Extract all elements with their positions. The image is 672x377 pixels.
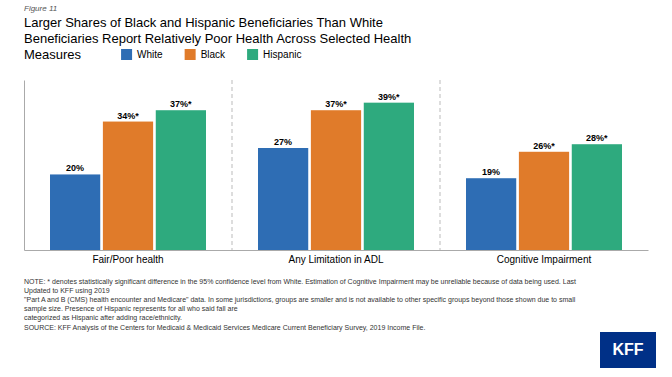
x-axis: Fair/Poor health Any Limitation in ADL Cog…: [25, 251, 649, 266]
x-tick-label: Any Limitation in ADL: [288, 254, 383, 265]
data-label: 39%*: [378, 92, 400, 102]
note: NOTE: * denotes statistically significan…: [24, 278, 576, 295]
x-tick-label: Fair/Poor health: [92, 254, 163, 265]
data-label: 27%: [274, 137, 292, 147]
legend-label: Black: [201, 49, 226, 60]
data-label: 26%*: [533, 141, 555, 151]
bars: [50, 103, 622, 250]
legend-swatch: [247, 49, 258, 60]
bar: [311, 110, 361, 250]
x-tick: Cognitive Impairment: [497, 254, 592, 265]
data-label: 19%: [482, 167, 500, 177]
data-label: 28%*: [586, 133, 608, 143]
category-divider: [232, 80, 233, 250]
data-label: 37%*: [325, 99, 347, 109]
category-divider: [440, 80, 441, 250]
title: Beneficiaries Report Relatively Poor Hea…: [24, 31, 411, 46]
note: categorized as Hispanic after adding rac…: [24, 314, 182, 322]
title: Larger Shares of Black and Hispanic Bene…: [24, 15, 383, 30]
legend-swatch: [121, 49, 132, 60]
x-tick: Any Limitation in ADL: [288, 254, 383, 265]
legend-swatch: [185, 49, 196, 60]
x-axis-line: [25, 250, 649, 251]
x-tick-label: Cognitive Impairment: [497, 254, 592, 265]
legend-label: Hispanic: [263, 49, 301, 60]
bar: [364, 103, 414, 250]
x-tick: Fair/Poor health: [92, 254, 163, 265]
legend: White Black Hispanic: [121, 49, 301, 60]
bar: [519, 152, 569, 250]
logo: KFF: [600, 332, 656, 368]
bar: [50, 174, 100, 250]
legend-label: White: [137, 49, 163, 60]
note: SOURCE: KFF Analysis of the Centers for …: [24, 324, 425, 332]
logo-text: KFF: [612, 341, 643, 358]
logo-box: [600, 332, 656, 368]
title: Measures: [24, 47, 82, 62]
y-axis-line: [24, 81, 25, 251]
bar: [258, 148, 308, 250]
bar: [103, 122, 153, 250]
bar: [466, 178, 516, 250]
note: "Part A and B (CMS) health encounter and…: [24, 296, 576, 313]
chart: Figure 11 Larger Shares of Black and Hisp…: [0, 0, 672, 377]
bar: [156, 110, 206, 250]
data-label: 37%*: [170, 99, 192, 109]
y-axis: [24, 81, 25, 251]
data-labels: 20% 27% 19% 34%* 37%* 26%* 37%* 39%* 28%*: [66, 92, 608, 178]
bar: [572, 144, 622, 250]
figure-label: Figure 11: [24, 4, 57, 13]
data-label: 34%*: [117, 111, 139, 121]
data-label: 20%: [66, 163, 84, 173]
dividers: [232, 80, 440, 250]
